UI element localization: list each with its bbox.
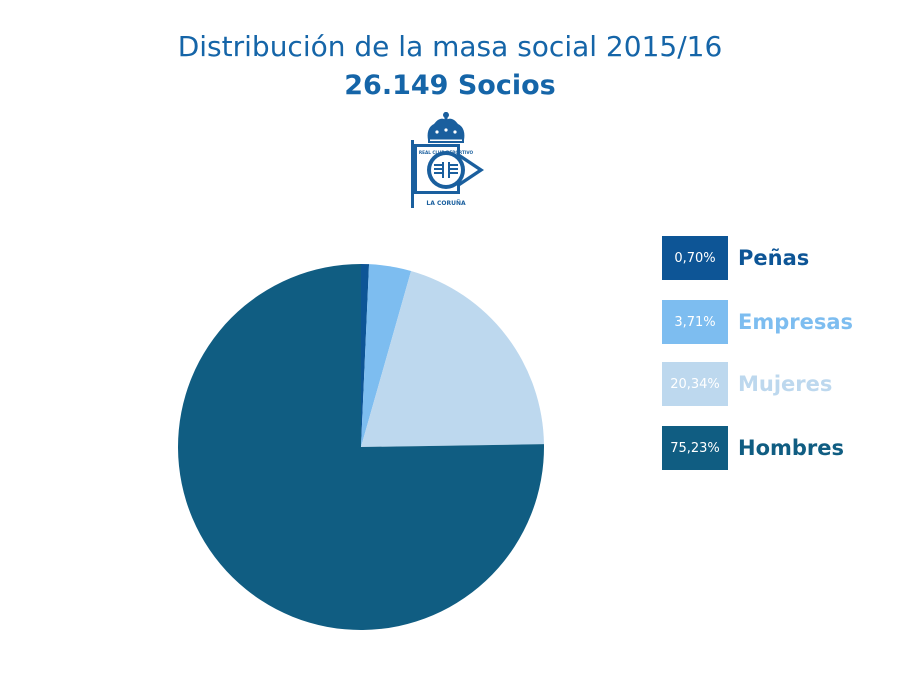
legend-swatch-mujeres: 20,34% (662, 362, 728, 406)
legend: 0,70% Peñas 3,71% Empresas 20,34% Mujere… (662, 236, 892, 476)
legend-swatch-penas: 0,70% (662, 236, 728, 280)
legend-item-mujeres: 20,34% Mujeres (662, 362, 892, 406)
pie-slice-empresas (361, 264, 412, 447)
chart-title: Distribución de la masa social 2015/16 (177, 30, 723, 63)
pie-slice-mujeres (361, 270, 544, 447)
legend-swatch-hombres: 75,23% (662, 426, 728, 470)
legend-label-empresas: Empresas (738, 310, 854, 334)
legend-label-mujeres: Mujeres (738, 372, 833, 396)
legend-item-empresas: 3,71% Empresas (662, 300, 892, 344)
club-crest-logo: LA CORUÑA REAL CLUB DEPORTIVO (411, 112, 484, 208)
legend-item-penas: 0,70% Peñas (662, 236, 892, 280)
pie-chart (177, 264, 544, 630)
pie-slice-hombres (177, 264, 544, 630)
pie-slice-penas (361, 264, 370, 447)
legend-label-hombres: Hombres (738, 436, 845, 460)
legend-swatch-empresas: 3,71% (662, 300, 728, 344)
legend-item-hombres: 75,23% Hombres (662, 426, 892, 470)
svg-text:LA CORUÑA: LA CORUÑA (426, 200, 466, 207)
svg-text:REAL CLUB DEPORTIVO: REAL CLUB DEPORTIVO (419, 150, 474, 155)
legend-label-penas: Peñas (738, 246, 810, 270)
chart-subtitle: 26.149 Socios (344, 70, 556, 101)
